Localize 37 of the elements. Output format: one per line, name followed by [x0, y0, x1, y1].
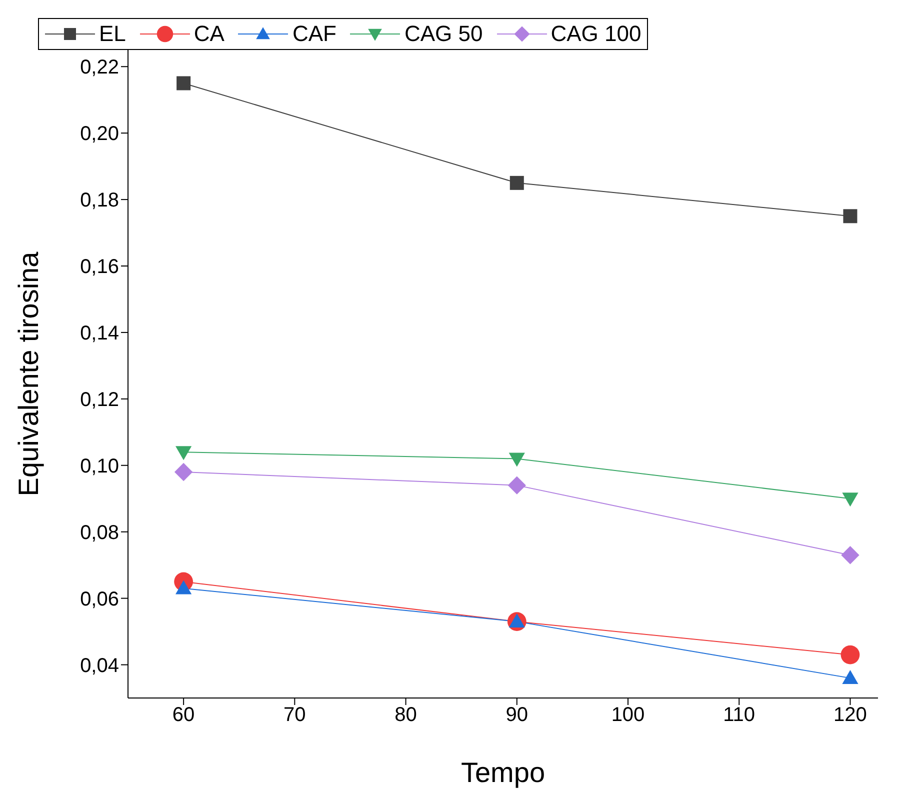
y-axis-title: Equivalente tirosina: [12, 251, 44, 496]
point: [842, 670, 858, 684]
y-tick-label: 0,20: [80, 123, 119, 146]
point: [841, 546, 860, 564]
y-tick-label: 0,12: [80, 389, 119, 412]
x-tick-label: 120: [834, 704, 867, 726]
x-axis-title: Tempo: [460, 757, 546, 788]
legend-label: CAG 50: [403, 21, 483, 47]
y-tick-label: 0,04: [80, 654, 119, 677]
point: [510, 176, 524, 190]
x-tick-label: 110: [723, 704, 756, 726]
point: [840, 645, 860, 664]
point: [508, 452, 525, 467]
point: [842, 492, 858, 507]
legend-label: EL: [98, 21, 126, 47]
legend-label: CAG 100: [550, 21, 642, 47]
x-tick-label: 80: [394, 704, 417, 726]
y-tick-label: 0,10: [80, 455, 119, 478]
legend-label: CA: [192, 21, 224, 47]
point: [176, 446, 192, 460]
point: [508, 476, 526, 494]
y-tick-label: 0,14: [80, 322, 119, 345]
y-tick-label: 0,18: [80, 190, 119, 212]
y-tick-label: 0,16: [80, 256, 119, 278]
point: [843, 209, 858, 224]
point: [176, 76, 191, 90]
y-tick-label: 0,08: [80, 522, 119, 544]
x-tick-label: 100: [611, 704, 645, 726]
x-tick-label: 60: [172, 704, 195, 726]
x-tick-label: 70: [284, 704, 306, 726]
y-tick-label: 0,22: [80, 56, 119, 79]
y-tick-label: 0,06: [80, 588, 119, 610]
point: [508, 614, 525, 628]
x-tick-label: 90: [506, 704, 528, 726]
point: [174, 462, 193, 482]
legend-label: CAF: [291, 21, 336, 47]
point: [176, 580, 192, 594]
